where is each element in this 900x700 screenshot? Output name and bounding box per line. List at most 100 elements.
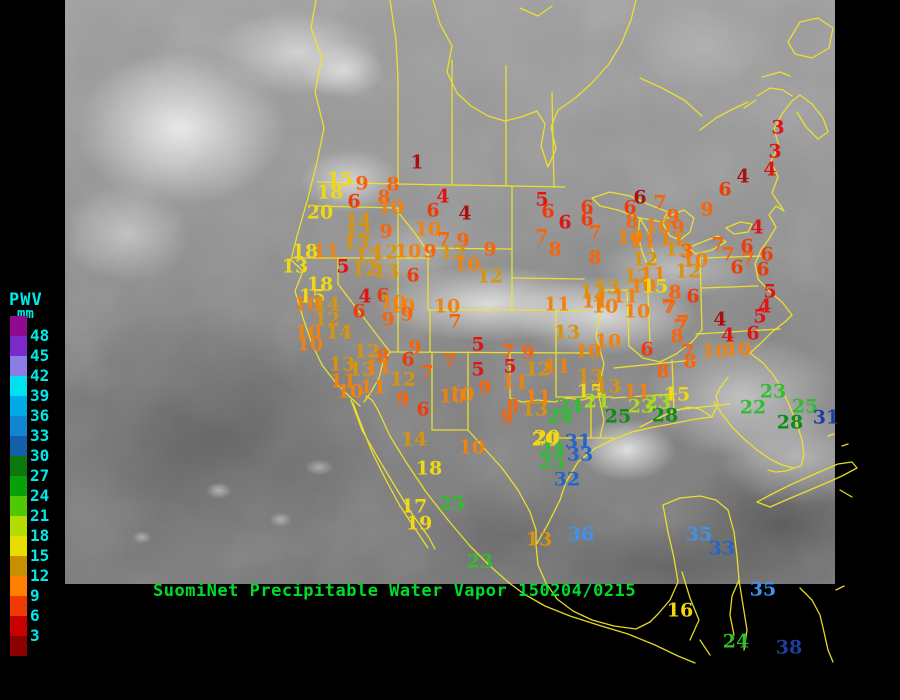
station-value: 18 (316, 181, 344, 204)
legend-swatch (10, 456, 27, 476)
station-value: 11 (639, 263, 667, 286)
legend-value: 24 (30, 486, 50, 505)
station-value: 10 (293, 293, 321, 316)
station-value: 10 (591, 295, 619, 318)
station-value: 11 (501, 371, 529, 394)
station-value: 10 (458, 436, 486, 459)
legend-swatch (10, 636, 27, 656)
station-value: 9 (478, 376, 492, 399)
station-value: 7 (676, 311, 690, 334)
station-value: 8 (386, 173, 400, 196)
legend-swatch (10, 336, 27, 356)
station-value: 14 (313, 293, 341, 316)
station-value: 5 (535, 188, 549, 211)
station-value: 7 (448, 310, 462, 333)
station-value: 12 (351, 258, 379, 281)
station-value: 6 (623, 196, 637, 219)
station-value: 8 (506, 395, 520, 418)
station-value: 14 (344, 209, 372, 232)
legend-swatch (10, 516, 27, 536)
station-value: 22 (739, 396, 767, 419)
station-value: 11 (312, 240, 340, 263)
station-value: 11 (581, 290, 609, 313)
station-value: 9 (500, 406, 514, 429)
station-value: 12 (524, 358, 552, 381)
station-value: 15 (298, 285, 326, 308)
station-value: 6 (746, 322, 760, 345)
station-value: 10 (377, 196, 405, 219)
station-value: 6 (416, 398, 430, 421)
station-value: 13 (553, 321, 581, 344)
station-value: 35 (685, 523, 713, 546)
station-value: 6 (580, 208, 594, 231)
station-value: 9 (408, 336, 422, 359)
station-value: 25 (791, 395, 819, 418)
legend-swatch (10, 376, 27, 396)
station-value: 11 (611, 285, 639, 308)
station-value: 35 (749, 578, 777, 601)
station-value: 6 (558, 211, 572, 234)
station-value: 21 (583, 390, 611, 413)
station-value: 8 (548, 238, 562, 261)
station-value: 15 (354, 244, 382, 267)
station-value: 6 (760, 243, 774, 266)
station-value: 24 (556, 395, 584, 418)
station-value: 6 (730, 256, 744, 279)
station-value: 8 (668, 281, 682, 304)
station-value: 7 (588, 221, 602, 244)
station-value: 12 (353, 340, 381, 363)
station-value: 8 (683, 350, 697, 373)
station-value: 4 (458, 202, 472, 225)
station-value: 5 (471, 358, 485, 381)
station-value: 33 (708, 537, 736, 560)
station-value: 5 (471, 333, 485, 356)
station-value: 24 (546, 405, 574, 428)
station-value: 6 (580, 196, 594, 219)
legend-swatch (10, 436, 27, 456)
station-value: 28 (651, 404, 679, 427)
station-value: 15 (576, 380, 604, 403)
station-value: 6 (718, 178, 732, 201)
station-value: 7 (673, 315, 687, 338)
station-value: 12 (623, 265, 651, 288)
station-value: 12 (389, 368, 417, 391)
station-value: 11 (658, 228, 686, 251)
station-value: 14 (325, 321, 353, 344)
station-value: 10 (453, 253, 481, 276)
station-value: 9 (671, 216, 685, 239)
station-value: 9 (700, 198, 714, 221)
station-value: 24 (538, 438, 566, 461)
station-value: 14 (400, 428, 428, 451)
station-value: 7 (663, 296, 677, 319)
station-value: 8 (588, 246, 602, 269)
station-value: 5 (763, 280, 777, 303)
station-value: 23 (644, 391, 672, 414)
station-value: 12 (371, 241, 399, 264)
legend-value: 42 (30, 366, 50, 385)
station-value: 25 (604, 405, 632, 428)
legend-value: 36 (30, 406, 50, 425)
legend-swatch (10, 596, 27, 616)
station-value: 18 (291, 240, 319, 263)
legend-title: PWV (9, 290, 43, 310)
station-value: 6 (376, 284, 390, 307)
station-value: 10 (681, 249, 709, 272)
station-value: 7 (711, 233, 725, 256)
station-value: 7 (443, 350, 457, 373)
station-value: 24 (722, 630, 750, 653)
station-value: 6 (740, 235, 754, 258)
station-value: 4 (436, 185, 450, 208)
station-value: 13 (594, 375, 622, 398)
station-value: 36 (567, 523, 595, 546)
station-value: 13 (342, 231, 370, 254)
legend-value: 39 (30, 386, 50, 405)
station-value: 4 (736, 165, 750, 188)
station-value: 6 (406, 264, 420, 287)
station-value: 13 (521, 398, 549, 421)
station-value: 10 (629, 275, 657, 298)
station-value: 6 (541, 200, 555, 223)
legend-swatch (10, 616, 27, 636)
station-value: 12 (476, 265, 504, 288)
legend-swatch (10, 396, 27, 416)
station-value: 12 (344, 220, 372, 243)
